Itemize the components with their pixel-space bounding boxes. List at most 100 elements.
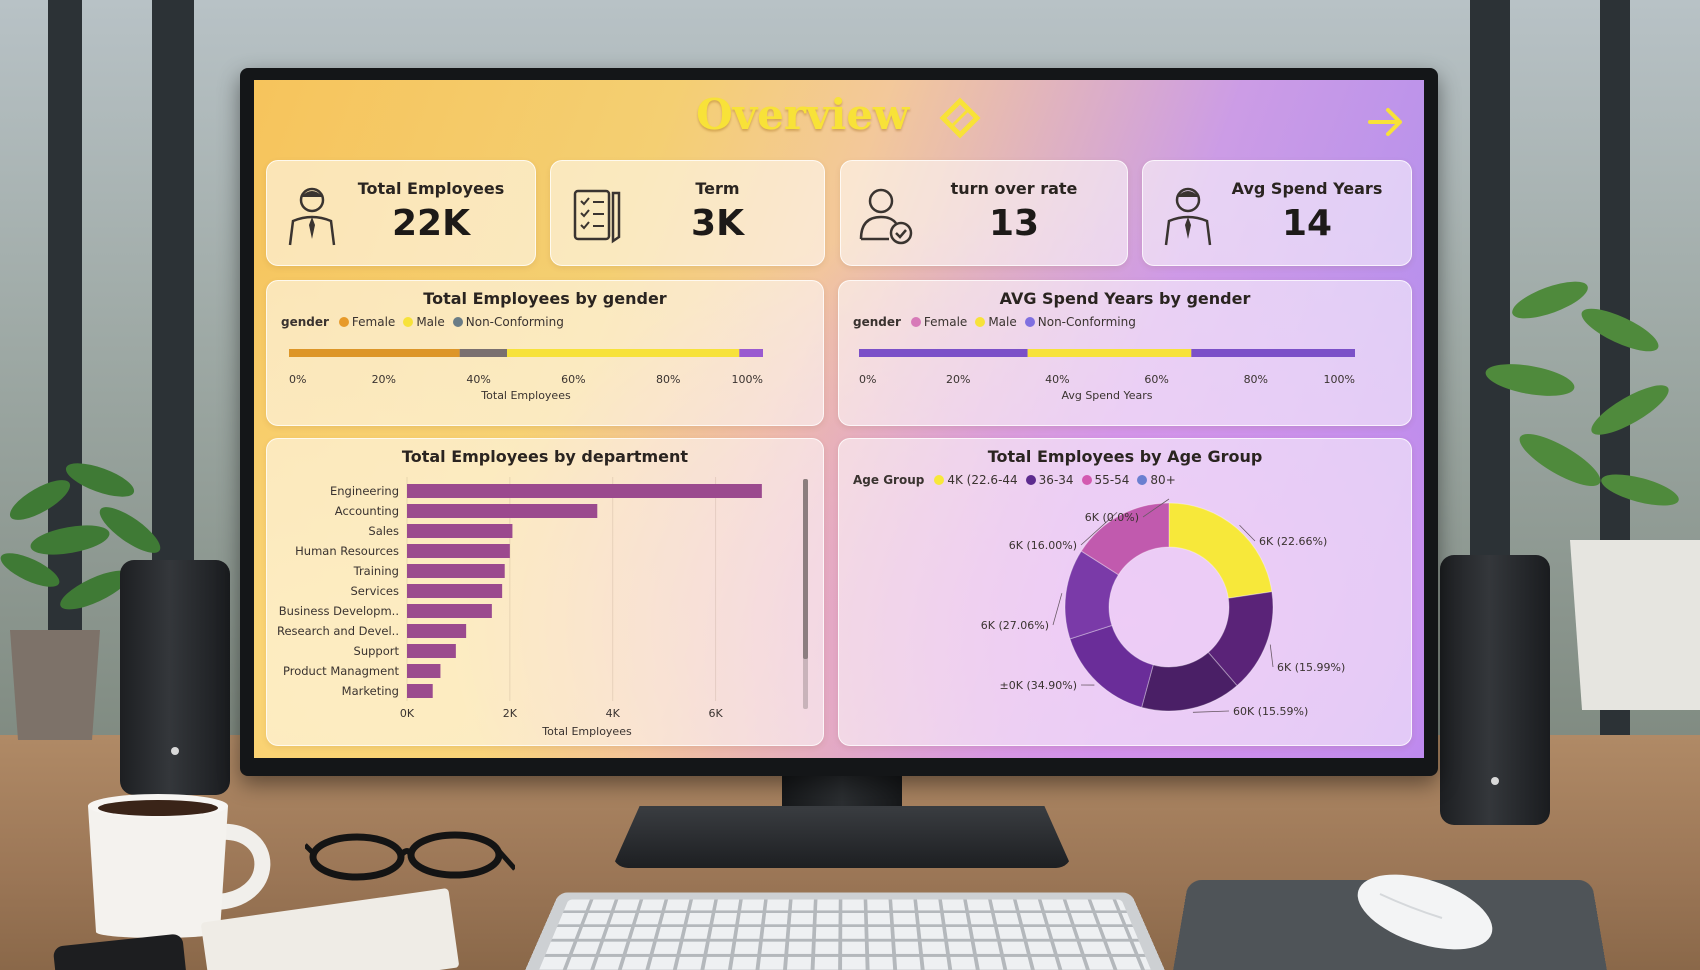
legend-item-female[interactable]: Female — [338, 315, 395, 329]
page-title-text: Overview — [696, 90, 910, 139]
bar — [407, 504, 598, 518]
x-tick-label: 20% — [372, 373, 396, 386]
employee-icon — [288, 187, 336, 246]
stacked-bar-segment — [459, 349, 508, 357]
potted-plant-left — [0, 463, 161, 740]
panel-employees-by-age-group: Total Employees by Age Group Age Group 4… — [838, 438, 1412, 746]
legend-item-age[interactable]: 80+ — [1137, 473, 1176, 487]
donut-slice — [1069, 624, 1154, 708]
legend-item-female[interactable]: Female — [910, 315, 967, 329]
panel-employees-by-gender: Total Employees by gender gender Female … — [266, 280, 824, 426]
stacked-bar-segment — [859, 349, 1028, 357]
legend-item-non-conforming[interactable]: Non-Conforming — [1024, 315, 1136, 329]
kpi-value: 13 — [988, 203, 1040, 244]
computer-mouse — [1357, 874, 1493, 950]
legend-item-non-conforming[interactable]: Non-Conforming — [452, 315, 564, 329]
bar — [407, 664, 441, 678]
kpi-value: 14 — [1281, 203, 1333, 244]
x-tick-label: 60% — [561, 373, 585, 386]
y-tick-label: Engineering — [330, 484, 399, 498]
chart-legend: Age Group 4K (22.6-44 36-34 55-54 80+ — [853, 473, 1176, 487]
checklist-document-icon — [573, 189, 621, 244]
y-tick-label: Marketing — [342, 684, 399, 698]
kpi-label: Avg Spend Years — [1231, 179, 1383, 198]
x-tick-label: 4K — [606, 707, 621, 720]
page-title: Overview — [254, 90, 1424, 140]
kpi-card-avg-spend-years[interactable]: Avg Spend Years 14 — [1142, 160, 1412, 266]
y-tick-label: Services — [351, 584, 400, 598]
bar — [407, 644, 456, 658]
donut-slice — [1168, 502, 1273, 599]
stacked-bar-segment — [1027, 349, 1192, 357]
leader-line — [1052, 593, 1063, 626]
panel-title: Total Employees by gender — [423, 289, 667, 308]
y-tick-label: Research and Devel.. — [277, 624, 399, 638]
bar — [407, 604, 492, 618]
x-tick-label: 80% — [656, 373, 680, 386]
slice-label: ±0K (34.90%) — [1000, 679, 1077, 692]
kpi-label: turn over rate — [950, 179, 1078, 198]
chart-legend: gender Female Male Non-Conforming — [853, 315, 1136, 329]
user-check-icon — [859, 188, 913, 245]
stacked-bar-segment — [739, 349, 763, 357]
legend-title: gender — [853, 315, 901, 329]
x-tick-label: 20% — [946, 373, 970, 386]
diamond-icon — [939, 97, 981, 139]
monitor-stand-base — [612, 806, 1072, 868]
spend-stacked-bar-chart: 0% 20% 40% 60% 80% 100% Avg Spend Years — [859, 349, 1355, 402]
kpi-card-total-employees[interactable]: Total Employees 22K — [266, 160, 536, 266]
leader-line — [1142, 498, 1170, 518]
slice-label: 6K (27.06%) — [981, 619, 1049, 632]
keyboard — [520, 892, 1170, 970]
scrollbar-thumb — [803, 479, 808, 659]
legend-item-male[interactable]: Male — [403, 315, 445, 329]
chart-legend: gender Female Male Non-Conforming — [281, 315, 564, 329]
speaker-led — [171, 747, 179, 755]
bar — [407, 564, 505, 578]
slice-label: 6K (22.66%) — [1259, 535, 1327, 548]
kpi-card-turnover-rate[interactable]: turn over rate 13 — [840, 160, 1128, 266]
arrow-right-icon[interactable] — [1366, 102, 1406, 142]
x-tick-label: 40% — [466, 373, 490, 386]
leader-line — [1192, 710, 1230, 713]
x-tick-label: 100% — [732, 373, 763, 386]
employee-icon — [1164, 187, 1212, 246]
kpi-label: Term — [695, 179, 740, 198]
slice-label: 6K (0.0%) — [1085, 511, 1139, 524]
gender-stacked-bar-chart: 0% 20% 40% 60% 80% 100% Total Employees — [289, 349, 763, 402]
x-tick-label: 80% — [1244, 373, 1268, 386]
kpi-value: 3K — [691, 203, 744, 244]
bar — [407, 484, 762, 498]
dashboard-screen: Overview Total Employees 22K Term 3K — [254, 80, 1424, 758]
speaker-left — [120, 560, 230, 795]
x-tick-label: 0K — [400, 707, 415, 720]
y-tick-label: Accounting — [335, 504, 399, 518]
panel-title: Total Employees by Age Group — [987, 447, 1263, 466]
donut-slice — [1080, 502, 1170, 576]
slice-label: 60K (15.59%) — [1233, 705, 1308, 718]
potted-plant-right — [1485, 281, 1700, 710]
y-tick-label: Human Resources — [295, 544, 399, 558]
bar — [407, 584, 503, 598]
slice-label: 6K (16.00%) — [1009, 539, 1077, 552]
speaker-right — [1440, 555, 1550, 825]
legend-item-age[interactable]: 4K (22.6-44 — [934, 473, 1018, 487]
y-tick-label: Training — [353, 564, 399, 578]
stacked-bar-segment — [1191, 349, 1355, 357]
stacked-bar-segment — [507, 349, 740, 357]
legend-item-age[interactable]: 55-54 — [1081, 473, 1129, 487]
kpi-card-term[interactable]: Term 3K — [550, 160, 825, 266]
panel-title: AVG Spend Years by gender — [999, 289, 1251, 308]
x-tick-label: 6K — [708, 707, 723, 720]
panel-employees-by-department: Total Employees by department 0K 2K 4K 6K En… — [266, 438, 824, 746]
bar — [407, 524, 513, 538]
x-tick-label: 40% — [1045, 373, 1069, 386]
legend-item-male[interactable]: Male — [975, 315, 1017, 329]
legend-item-age[interactable]: 36-34 — [1025, 473, 1074, 487]
bar — [407, 544, 510, 558]
x-tick-label: 60% — [1144, 373, 1168, 386]
x-axis-label: Total Employees — [480, 389, 571, 402]
donut-slice — [1064, 550, 1120, 640]
legend-title: Age Group — [853, 473, 925, 487]
x-axis-label: Avg Spend Years — [1061, 389, 1152, 402]
